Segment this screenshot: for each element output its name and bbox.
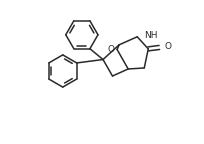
Text: O: O	[108, 44, 115, 54]
Text: O: O	[164, 42, 171, 51]
Text: NH: NH	[144, 31, 158, 40]
